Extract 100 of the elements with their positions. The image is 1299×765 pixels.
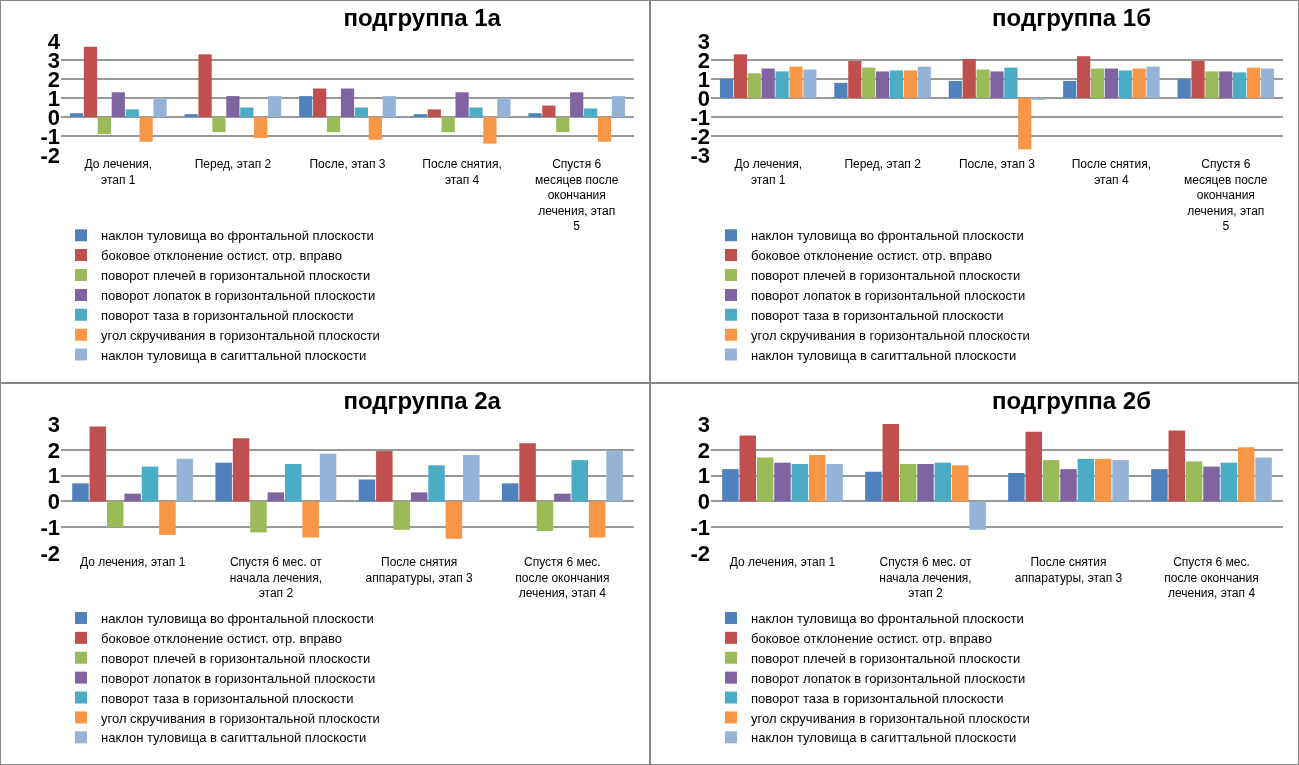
bar xyxy=(501,483,519,502)
bar xyxy=(97,117,111,135)
x-tick-label: До лечения, этап 1 xyxy=(729,555,836,569)
bar xyxy=(254,117,268,138)
bar xyxy=(410,492,428,502)
bar xyxy=(1077,56,1091,98)
bar xyxy=(268,96,282,117)
bar xyxy=(536,501,554,532)
bar xyxy=(368,117,382,140)
x-tick-label: После, этап 3 xyxy=(958,157,1036,171)
x-tick-label: Перед, этап 2 xyxy=(844,157,922,171)
bar xyxy=(124,493,141,502)
x-tick-label: После, этап 3 xyxy=(309,157,386,171)
bar xyxy=(808,454,826,502)
bar xyxy=(542,105,556,117)
bar xyxy=(889,70,904,98)
bar xyxy=(1094,458,1112,502)
bar xyxy=(1151,469,1168,502)
x-tick-label: Спустя 6 мес. после окончания лечения, этап 4 xyxy=(1164,555,1259,601)
bar xyxy=(976,69,990,98)
bar xyxy=(413,114,427,117)
legend-label: угол скручивания в горизонтальной плоскости xyxy=(101,327,380,343)
x-tick-label: Спустя 6 мес. после окончания лечения, этап 4 xyxy=(515,555,610,601)
legend-label: наклон туловища в сагиттальной плоскости xyxy=(751,730,1017,746)
bar xyxy=(445,501,463,539)
bar xyxy=(747,73,761,98)
bar xyxy=(803,69,817,98)
bar xyxy=(1168,430,1186,502)
bar xyxy=(570,92,584,117)
bar xyxy=(226,96,240,117)
bar xyxy=(882,424,900,502)
bar xyxy=(1191,60,1205,98)
legend-label: наклон туловища во фронтальной плоскости xyxy=(751,611,1024,627)
bar xyxy=(83,46,98,117)
bar xyxy=(556,117,570,133)
y-tick-label: -2 xyxy=(690,540,710,566)
bar xyxy=(106,501,124,528)
y-tick-label: 3 xyxy=(47,411,60,437)
bar xyxy=(313,88,327,117)
bar xyxy=(962,59,976,98)
y-tick-label: -1 xyxy=(40,514,60,540)
bar xyxy=(1042,460,1060,502)
y-tick-label: 2 xyxy=(697,437,710,463)
legend-label: угол скручивания в горизонтальной плоскости xyxy=(101,710,380,726)
bar xyxy=(934,462,952,502)
bar xyxy=(212,117,226,133)
bar xyxy=(571,460,589,502)
x-tick-label: Спустя 6 мес. от начала лечения, этап 2 xyxy=(879,555,972,601)
bar xyxy=(1112,460,1129,502)
bar xyxy=(428,465,445,502)
x-tick-label: Перед, этап 2 xyxy=(194,157,272,171)
bar xyxy=(340,88,355,117)
legend-label: наклон туловища в сагиттальной плоскости xyxy=(751,347,1017,363)
bar xyxy=(1004,67,1018,98)
bar xyxy=(198,54,212,117)
bar xyxy=(791,463,809,502)
chart-title: подгруппа 2б xyxy=(992,386,1152,414)
bar xyxy=(969,501,986,530)
bar xyxy=(215,462,232,502)
bar xyxy=(469,107,483,117)
bar xyxy=(789,66,803,98)
bar xyxy=(1177,79,1191,98)
legend-label: наклон туловища во фронтальной плоскости xyxy=(751,228,1024,244)
bar xyxy=(358,479,376,502)
bar xyxy=(153,98,167,117)
bar xyxy=(1063,80,1077,98)
bar xyxy=(1018,98,1032,150)
bar xyxy=(111,92,125,117)
legend-label: поворот плечей в горизонтальной плоскости xyxy=(101,650,371,666)
y-tick-label: -1 xyxy=(690,514,710,540)
bar xyxy=(1203,466,1220,502)
bar xyxy=(250,501,267,533)
chart-title: подгруппа 2а xyxy=(343,386,502,414)
bar xyxy=(299,96,313,117)
legend-label: поворот таза в горизонтальной плоскости xyxy=(101,690,354,706)
bar xyxy=(141,466,159,502)
x-tick-label: Спустя 6 мес. от начала лечения, этап 2 xyxy=(229,555,323,601)
x-tick-label: После снятия аппаратуры, этап 3 xyxy=(365,555,474,585)
bar xyxy=(917,463,934,502)
bar xyxy=(775,71,789,98)
bar xyxy=(159,501,176,535)
x-tick-label: До лечения, этап 1 xyxy=(84,157,153,187)
bar xyxy=(1220,462,1238,502)
bar xyxy=(606,451,623,502)
bar xyxy=(848,60,862,98)
bar xyxy=(1233,72,1247,98)
y-tick-label: 3 xyxy=(697,28,710,54)
bar xyxy=(1146,66,1160,98)
bar xyxy=(761,68,775,98)
legend-label: угол скручивания в горизонтальной плоскости xyxy=(751,327,1030,343)
bar xyxy=(756,457,774,502)
bar xyxy=(326,117,341,133)
y-tick-label: 0 xyxy=(697,489,710,515)
bar xyxy=(497,98,511,117)
bar xyxy=(719,79,734,98)
legend-label: наклон туловища во фронтальной плоскости xyxy=(101,228,374,244)
bar xyxy=(554,493,571,502)
legend-label: наклон туловища в сагиттальной плоскости xyxy=(101,347,367,363)
y-tick-label: 2 xyxy=(47,437,60,463)
legend-label: наклон туловища во фронтальной плоскости xyxy=(101,611,374,627)
